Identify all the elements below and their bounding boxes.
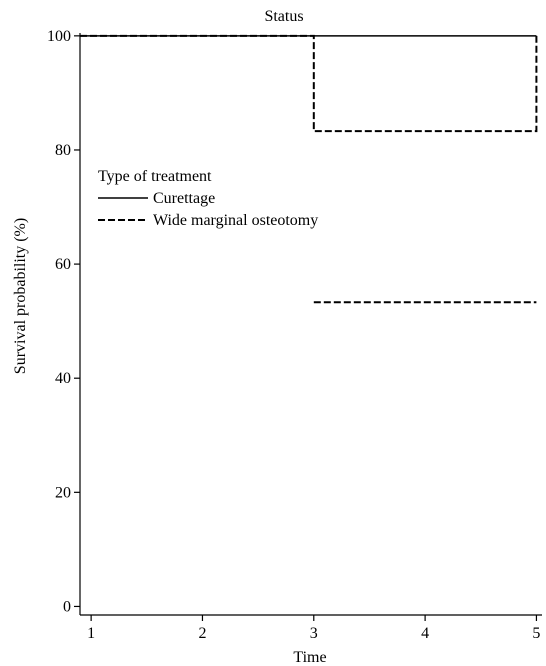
plot-lines	[80, 34, 538, 304]
x-tick-label-1: 1	[87, 625, 95, 642]
x-tick-label-5: 5	[532, 625, 540, 642]
legend-entry-wide-marginal-osteotomy: Wide marginal osteotomy	[153, 212, 318, 229]
y-tick-label-100: 100	[47, 28, 71, 45]
x-tick-label-4: 4	[421, 625, 429, 642]
axes: 0 20 40 60 80 100 1 2 3 4 5	[47, 28, 542, 642]
y-tick-label-20: 20	[55, 484, 71, 501]
y-tick-label-40: 40	[55, 370, 71, 387]
legend-title: Type of treatment	[98, 168, 212, 185]
y-tick-label-0: 0	[63, 598, 71, 615]
x-tick-label-3: 3	[310, 625, 318, 642]
series-wide-marginal-osteotomy-segment-1	[80, 34, 538, 133]
legend: Type of treatment Curettage Wide margina…	[98, 168, 318, 229]
y-axis-label: Survival probability (%)	[12, 218, 29, 374]
x-axis-label: Time	[293, 649, 326, 666]
x-tick-label-2: 2	[198, 625, 206, 642]
chart-title: Status	[264, 8, 303, 25]
y-tick-label-80: 80	[55, 142, 71, 159]
y-tick-label-60: 60	[55, 256, 71, 273]
legend-entry-curettage: Curettage	[153, 190, 215, 207]
